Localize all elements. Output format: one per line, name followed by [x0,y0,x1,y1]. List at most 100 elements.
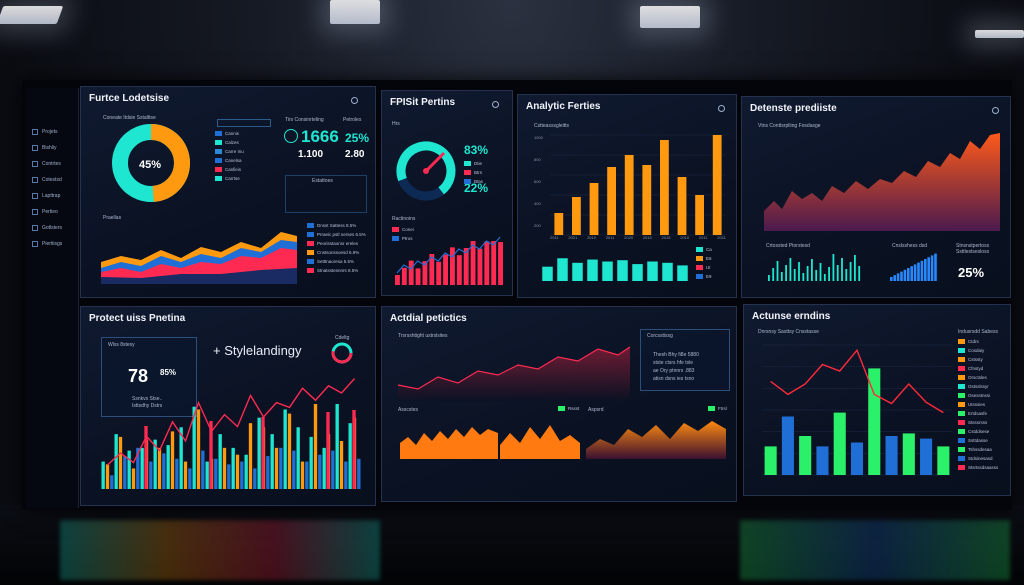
kpi-aside: Petroles [343,117,362,123]
legend-item: Ostsslssyr [958,382,998,391]
sidebar-item-7[interactable]: Piertiisgs [26,236,78,252]
sidebar-item-2[interactable]: Contrtes [26,156,78,172]
sidebar-item-1[interactable]: Bishliy [26,140,78,156]
legend-label: Stsrtssdsaasss [968,465,999,470]
small-area-chart-3 [586,421,726,459]
legend-item: Casfieis [215,165,244,174]
square-icon [32,161,38,167]
bar [118,436,123,489]
sidebar-item-0[interactable]: Projets [26,124,78,140]
info-icon[interactable] [992,107,999,114]
sidebar-item-5[interactable]: Pertieo [26,204,78,220]
legend-swatch [958,384,965,389]
cyan-bar-chart [542,258,688,281]
legend-item: Cnstsonssoesd 6.9% [307,248,366,257]
panel-subtitle: Dnrsnsy Sasttsy Cnsstasse [758,329,819,335]
bar [136,447,140,489]
bar [572,197,581,235]
legend-item: E6 [696,254,712,263]
legend-label: Cstssty [968,357,983,362]
area-chart [764,133,1000,231]
bar [768,275,770,281]
legend-item: Stsssrsss [958,418,998,427]
bar [123,456,127,489]
info-icon[interactable] [718,105,725,112]
sidebar-item-label: Cotestsd [42,177,62,183]
bar [854,255,856,281]
bar [296,427,300,489]
bar [920,438,933,475]
legend-item: Cannis [215,129,244,138]
square-icon [32,193,38,199]
bar [240,461,244,489]
bar-chart [550,134,726,236]
legend-item: Ctdrs [958,337,998,346]
bar [772,268,775,281]
x-tick-label: 2020 [624,235,634,240]
bar [868,368,881,475]
legend-swatch [464,170,471,175]
bar-legend: Ca E6 Ut E9 [696,245,712,281]
panel-future-analytics: Furtce Lodetsise Coneate Itdsie Sstaltts… [80,86,376,298]
bar [253,468,257,489]
sidebar-item-3[interactable]: Cotestsd [26,172,78,188]
legend-swatch [958,429,965,434]
sidebar-item-label: Pertieo [42,209,58,215]
bar [845,269,848,281]
panel-fpis-performance: FPISit Pertins Hrs 83% 22% Dtie Btrs Btas … [381,90,513,296]
bar [858,266,861,281]
legend-item: Dnsst Sattess 8.5% [307,221,366,230]
bar [222,447,227,489]
legend-swatch [696,265,703,270]
kpi2-value: 1.100 [298,149,324,160]
legend-swatch [696,247,703,252]
legend-label: Ssttdasse [968,438,988,443]
legend-item: Btrs [464,168,483,177]
sidebar: Projets Bishliy Contrtes Cotestsd Lapttrap Pe… [26,88,79,508]
legend-label: Cannis [225,131,240,136]
bar [257,417,261,489]
donut-heading: Coneate Itdsie Sstalttse [103,115,156,121]
info-box-line: atisn dsns ies tsno [653,376,695,382]
y-tick-label: 600 [534,179,541,184]
square-icon [32,129,38,135]
legend-swatch [958,348,965,353]
bar [910,266,913,281]
bar [456,255,462,285]
legend-label: Btas [474,179,484,184]
bar [231,447,235,489]
bar [166,445,170,489]
bar [443,254,448,285]
bar [313,403,318,489]
gauge-value: 25% [958,265,985,280]
bar [832,254,835,281]
gauge-pct1: 83% [464,143,489,157]
legend-swatch [392,227,399,232]
legend-item: Ptros [392,234,414,243]
sidebar-item-label: Contrtes [42,161,61,167]
kpi-note-box: Estattoes [285,175,367,213]
legend-swatch [696,256,703,261]
bar [781,416,794,475]
legend-item: Dtie [464,159,483,168]
mini-title-2: Cnslsshess dsd [892,243,928,249]
info-icon[interactable] [492,101,499,108]
info-icon[interactable] [351,97,358,104]
sidebar-item-label: Lapttrap [42,193,61,199]
sidebar-item-4[interactable]: Lapttrap [26,188,78,204]
legend-item: Setttnaoresa 5.5% [307,257,366,266]
square-icon [32,241,38,247]
x-tick-label: 2015 [642,235,652,240]
bar [292,450,296,489]
bar [218,434,222,489]
panel-title: Furtce Lodetsise [89,93,170,104]
bars-title: Ractinoins [392,216,416,222]
floor [0,505,1024,585]
legend-item: Carre Inu [215,147,244,156]
bar [110,475,114,489]
square-icon [32,209,38,215]
bar [140,447,144,489]
legend-swatch [215,131,222,136]
legend-item: Ssttdasse [958,436,998,445]
sidebar-item-6[interactable]: Gotlsters [26,220,78,236]
